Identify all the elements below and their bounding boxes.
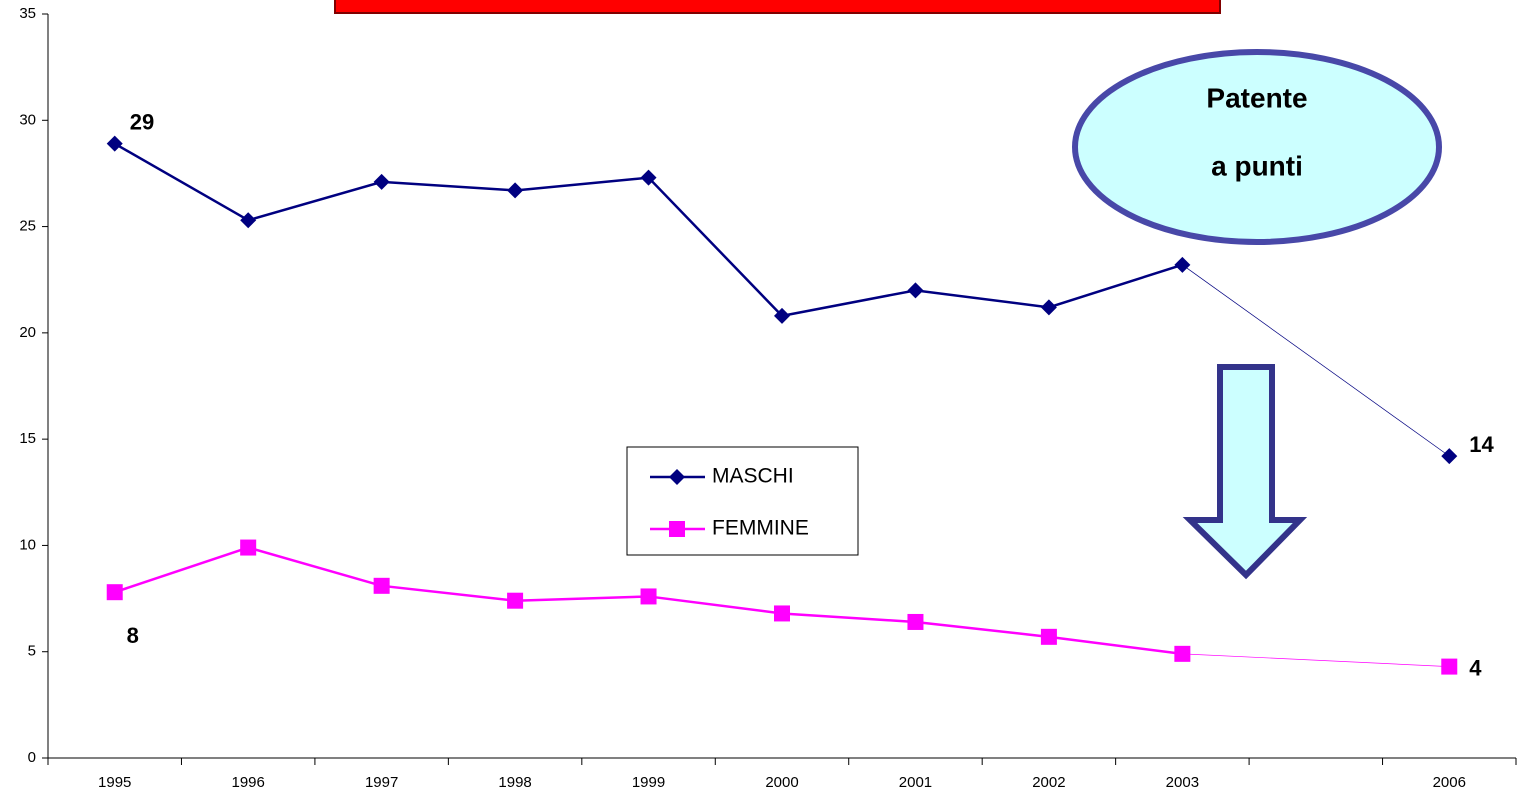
marker — [774, 307, 790, 324]
x-tick-label: 2000 — [765, 774, 798, 791]
gap-connector — [1182, 653, 1450, 667]
marker — [1040, 628, 1057, 645]
x-tick-label: 2001 — [899, 774, 932, 791]
legend-box — [626, 446, 859, 556]
y-tick-label: 30 — [19, 111, 36, 128]
down-arrow — [1182, 364, 1308, 580]
x-tick-label: 1996 — [231, 774, 264, 791]
gap-connector — [1182, 264, 1450, 457]
marker — [640, 588, 657, 605]
callout-text: a punti — [1211, 150, 1303, 181]
y-tick-label: 15 — [19, 430, 36, 447]
y-tick-label: 20 — [19, 324, 36, 341]
legend-label: MASCHI — [712, 465, 794, 488]
marker — [1441, 658, 1458, 675]
legend-marker — [669, 469, 685, 485]
x-tick-label: 2006 — [1433, 774, 1466, 791]
x-tick-label: 1998 — [498, 774, 531, 791]
marker — [1441, 448, 1458, 465]
marker — [640, 169, 657, 186]
y-tick-label: 35 — [19, 5, 36, 22]
marker — [507, 592, 524, 609]
marker — [240, 539, 257, 556]
legend-marker — [669, 521, 685, 537]
data-label: 8 — [127, 623, 139, 648]
marker — [1174, 256, 1191, 273]
marker — [1040, 299, 1057, 316]
x-tick-label: 2002 — [1032, 774, 1065, 791]
x-tick-label: 2003 — [1166, 774, 1199, 791]
legend-label: FEMMINE — [712, 517, 809, 540]
marker — [373, 173, 390, 190]
marker — [106, 584, 123, 601]
marker — [774, 605, 790, 622]
x-tick-label: 1995 — [98, 774, 131, 791]
marker — [106, 135, 123, 152]
y-tick-label: 25 — [19, 218, 36, 235]
data-label: 14 — [1469, 432, 1494, 457]
marker — [907, 613, 924, 630]
marker — [373, 577, 390, 594]
data-label: 4 — [1469, 655, 1482, 680]
y-tick-label: 0 — [28, 749, 36, 766]
data-label: 29 — [130, 109, 154, 134]
series-line — [114, 142, 1183, 318]
x-tick-label: 1999 — [632, 774, 665, 791]
callout — [1072, 49, 1442, 245]
callout-text: Patente — [1206, 82, 1307, 113]
marker — [1174, 645, 1191, 662]
marker — [240, 212, 257, 229]
x-tick-label: 1997 — [365, 774, 398, 791]
marker — [907, 282, 924, 299]
y-tick-label: 10 — [19, 536, 36, 553]
y-tick-label: 5 — [28, 643, 36, 660]
marker — [507, 182, 524, 199]
title-banner — [334, 0, 1221, 14]
